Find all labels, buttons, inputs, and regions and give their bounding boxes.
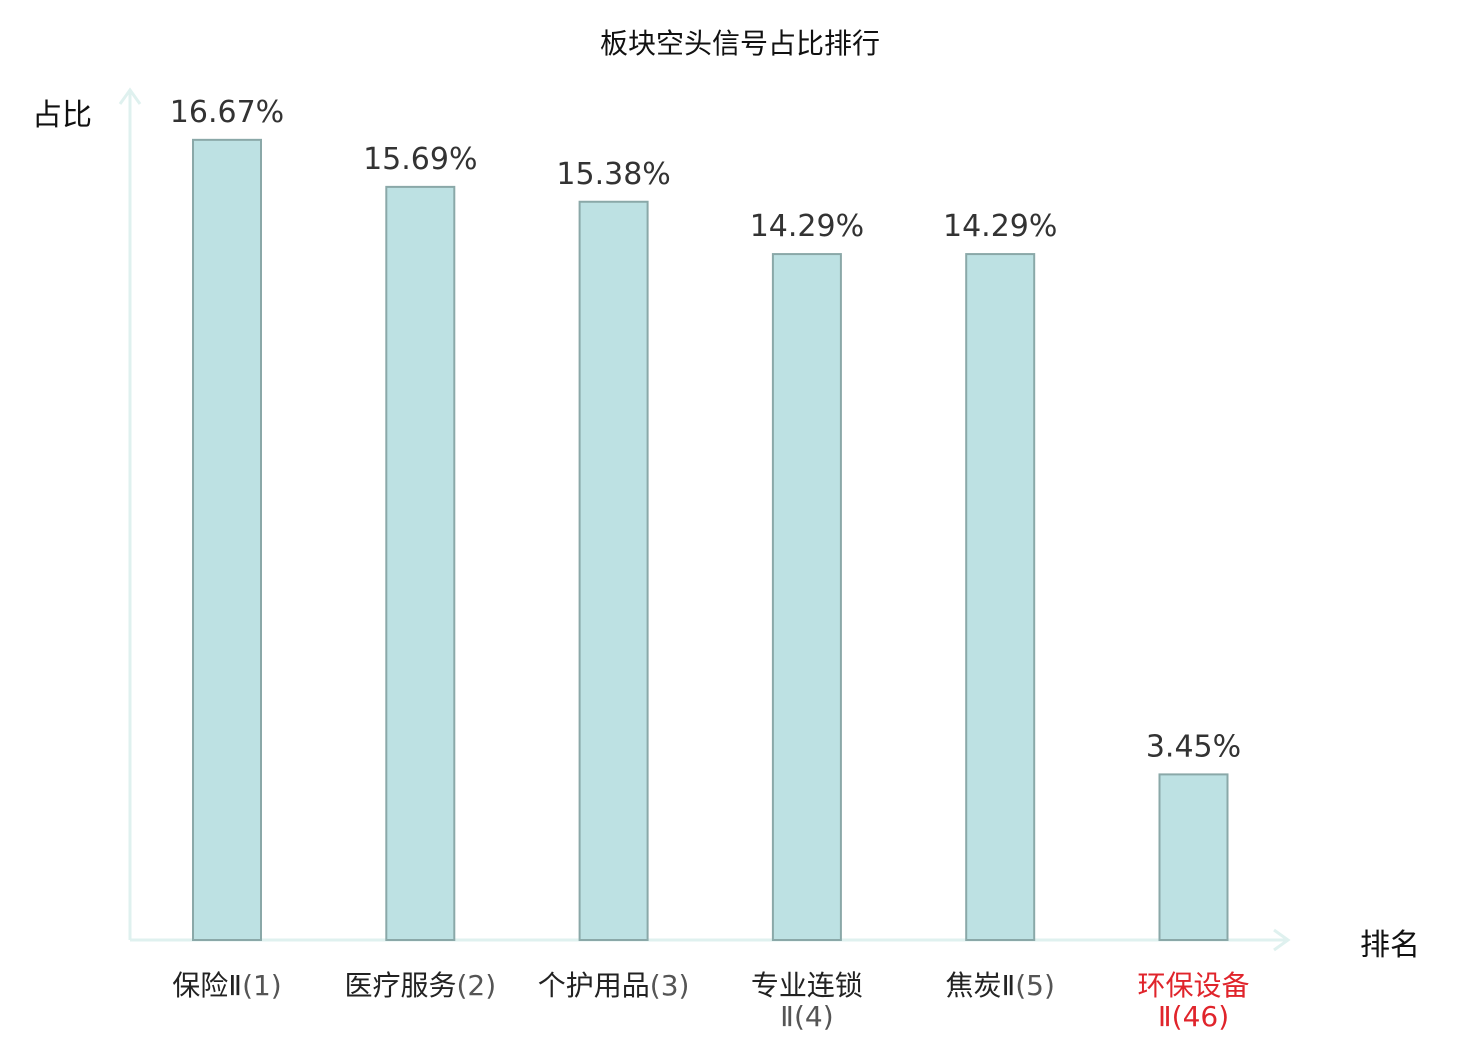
bar-3 [578,200,649,941]
value-label-6: 3.45% [1146,729,1241,764]
value-labels: 16.67% 15.69% 15.38% 14.29% 14.29% 3.45% [170,95,1241,765]
bar-1 [192,138,262,941]
value-label-1: 16.67% [170,95,284,130]
category-label-5: 焦炭Ⅱ(5) [945,969,1054,1002]
value-label-2: 15.69% [363,142,477,177]
category-label-6: 环保设备 Ⅱ(46) [1137,969,1249,1033]
category-labels: 保险Ⅱ(1) 医疗服务(2) 个护用品(3) 专业连锁 Ⅱ(4) 焦炭Ⅱ(5) 环保设备 Ⅱ(… [172,969,1249,1033]
category-label-4: 专业连锁 Ⅱ(4) [751,969,863,1033]
value-label-3: 15.38% [556,157,670,192]
value-label-5: 14.29% [943,209,1057,244]
bar-6 [1158,773,1229,942]
y-axis-arrow [118,87,142,105]
category-label-2: 医疗服务(2) [344,969,496,1002]
category-label-3: 个护用品(3) [538,969,690,1002]
bars [192,138,1229,942]
bar-2 [385,185,456,941]
chart-title: 板块空头信号占比排行 [599,27,880,60]
bar-4 [771,253,842,941]
value-label-4: 14.29% [750,209,864,244]
x-axis-arrow [1273,928,1291,952]
y-axis-label: 占比 [32,98,92,133]
x-axis-label: 排名 [1360,928,1420,963]
category-label-1: 保险Ⅱ(1) [172,969,281,1002]
axes [118,87,1291,952]
bar-5 [965,253,1036,941]
